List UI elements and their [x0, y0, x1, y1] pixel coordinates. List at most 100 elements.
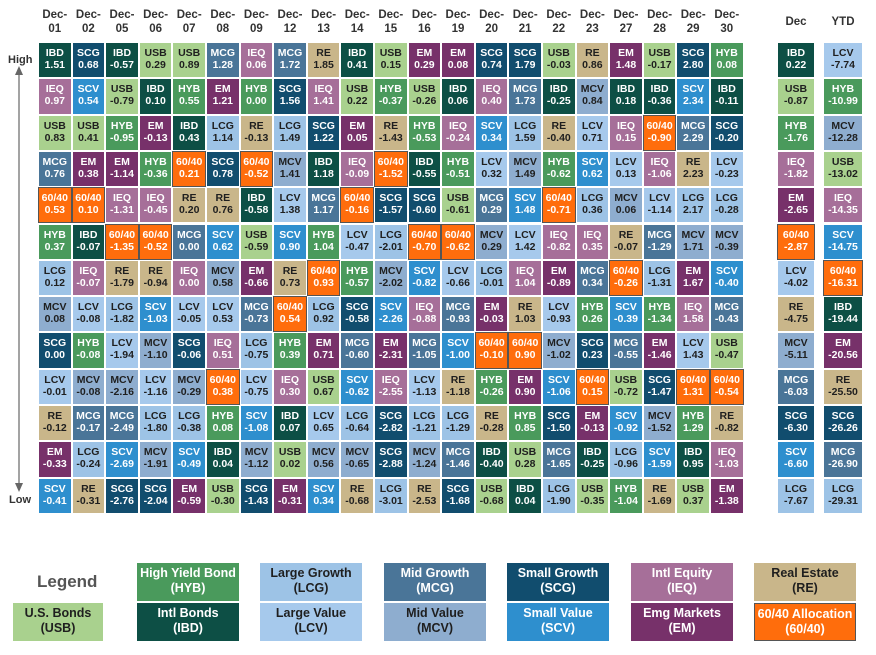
return-value: -26.90: [828, 458, 858, 471]
asset-abbreviation: MCG: [311, 192, 336, 205]
asset-abbreviation: EM: [450, 47, 466, 59]
asset-abbreviation: HYB: [614, 482, 638, 495]
legend-item-name: Intl Bonds: [157, 606, 219, 620]
return-cell: MCV -1.52: [642, 405, 677, 442]
return-value: -0.71: [546, 204, 571, 217]
return-cell: USB -0.30: [206, 477, 240, 514]
asset-abbreviation: USB: [110, 83, 134, 96]
return-cell: MCG -2.49: [105, 405, 139, 442]
asset-abbreviation: SCV: [514, 192, 536, 205]
return-cell: EM 1.67: [676, 259, 710, 297]
return-cell: RE 0.20: [172, 187, 206, 224]
asset-abbreviation: SCG: [345, 301, 369, 314]
return-cell: MCG 1.72: [273, 42, 307, 79]
column-header: Dec- 05: [109, 9, 135, 35]
column-header: Dec- 13: [311, 9, 337, 35]
return-value: 0.90: [514, 349, 536, 362]
asset-abbreviation: IEQ: [684, 301, 703, 314]
asset-abbreviation: SCG: [379, 410, 403, 422]
asset-abbreviation: EM: [618, 47, 634, 59]
asset-abbreviation: IBD: [516, 482, 535, 495]
return-value: -0.08: [76, 349, 101, 362]
asset-abbreviation: EM: [550, 264, 567, 277]
return-cell: USB -0.59: [239, 223, 274, 260]
asset-abbreviation: HYB: [278, 337, 302, 350]
asset-abbreviation: IEQ: [280, 373, 300, 386]
asset-abbreviation: RE: [788, 301, 804, 314]
return-value: -0.64: [345, 422, 370, 434]
return-cell: SCV -2.26: [374, 296, 408, 333]
return-value: -0.36: [647, 95, 672, 108]
return-cell: LCV -0.47: [340, 223, 374, 260]
return-value: 0.41: [346, 59, 368, 71]
return-value: -0.30: [210, 494, 235, 507]
column-header: Dec- 06: [143, 9, 169, 35]
return-value: 0.34: [313, 494, 334, 507]
high-label: High: [8, 54, 33, 66]
return-value: -0.20: [714, 131, 739, 144]
asset-abbreviation: EM: [584, 410, 601, 422]
asset-abbreviation: LCV: [245, 373, 267, 386]
legend-item: Emg Markets (EM): [631, 603, 733, 641]
asset-abbreviation: LCV: [77, 301, 99, 314]
column-header: Dec- 27: [613, 9, 639, 35]
asset-abbreviation: IEQ: [146, 192, 165, 205]
return-cell: HYB -0.36: [138, 150, 173, 188]
return-value: 0.10: [78, 204, 99, 217]
return-cell: IEQ -1.82: [777, 150, 815, 188]
return-cell: IBD 0.04: [508, 477, 542, 514]
return-value: -1.46: [647, 349, 672, 362]
return-cell: USB -0.03: [542, 42, 576, 79]
asset-abbreviation: LCG: [312, 301, 335, 314]
asset-abbreviation: IBD: [448, 83, 468, 96]
return-cell: 60/40 -16.31: [823, 259, 863, 297]
return-cell: HYB -1.76: [777, 114, 815, 151]
return-cell: RE -0.28: [474, 405, 509, 442]
return-value: -1.24: [412, 458, 437, 471]
asset-abbreviation: SCG: [211, 155, 235, 168]
return-cell: USB 0.28: [508, 441, 542, 478]
return-cell: SCG 1.22: [306, 114, 341, 151]
return-cell: LCV 1.38: [273, 187, 307, 224]
return-cell: IBD 0.10: [138, 78, 173, 115]
asset-abbreviation: LCG: [648, 264, 671, 277]
return-value: 0.18: [615, 95, 637, 108]
return-value: -1.03: [714, 458, 739, 471]
return-value: -0.88: [412, 313, 437, 326]
asset-abbreviation: SCG: [312, 119, 335, 132]
column-header: Dec- 15: [378, 9, 404, 35]
return-cell: LCG -29.31: [823, 477, 863, 514]
return-cell: SCV -1.06: [542, 368, 576, 405]
asset-abbreviation: MCV: [278, 155, 302, 168]
return-value: -1.47: [647, 385, 672, 398]
return-cell: IBD 0.06: [441, 78, 475, 115]
asset-abbreviation: MCV: [547, 337, 571, 350]
asset-abbreviation: EM: [46, 446, 63, 459]
return-value: -0.37: [378, 95, 403, 108]
return-cell: SCG -1.50: [542, 405, 576, 442]
asset-abbreviation: RE: [148, 264, 163, 277]
return-cell: MCG -6.03: [777, 368, 815, 405]
return-cell: MCG -0.73: [239, 296, 274, 333]
asset-abbreviation: LCV: [279, 192, 301, 205]
return-value: 0.22: [785, 59, 807, 71]
return-value: -10.99: [828, 95, 858, 108]
column-header: Dec- 22: [546, 9, 572, 35]
asset-abbreviation: RE: [719, 410, 735, 422]
asset-abbreviation: MCV: [244, 446, 269, 459]
return-cell: RE -0.31: [71, 477, 106, 514]
return-cell: HYB 0.08: [206, 405, 240, 442]
return-value: 0.35: [582, 240, 603, 253]
asset-abbreviation: 60/40: [276, 301, 304, 314]
asset-abbreviation: SCV: [413, 264, 436, 277]
return-cell: IEQ -0.45: [138, 187, 173, 224]
return-cell: SCV -0.62: [340, 368, 374, 405]
return-cell: HYB -0.57: [340, 259, 374, 297]
return-cell: MCV 1.71: [676, 223, 710, 260]
return-cell: IEQ -1.31: [105, 187, 139, 224]
return-cell: 60/40 -1.52: [374, 150, 408, 188]
return-value: -0.08: [76, 313, 101, 326]
return-cell: SCV 0.90: [273, 223, 307, 260]
return-value: -2.26: [378, 313, 403, 326]
